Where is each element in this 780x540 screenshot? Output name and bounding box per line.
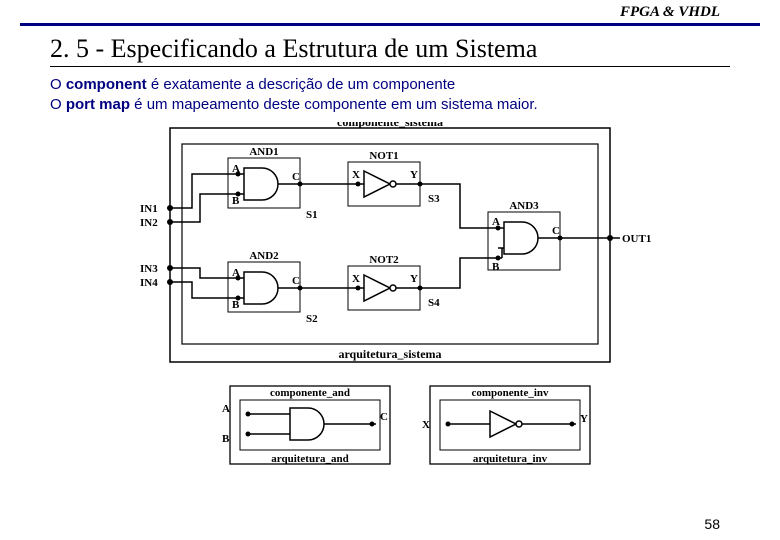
header-rule bbox=[20, 23, 760, 26]
and1-a: A bbox=[232, 163, 240, 175]
in1-label: IN1 bbox=[140, 203, 158, 215]
in2-label: IN2 bbox=[140, 217, 158, 229]
sub-and-top: componente_and bbox=[270, 387, 350, 399]
sub-inv: componente_inv arquitetura_inv X Y bbox=[422, 386, 590, 465]
in3-label: IN3 bbox=[140, 263, 158, 275]
line2-post: é um mapeamento deste componente em um s… bbox=[130, 96, 538, 113]
not1-label: NOT1 bbox=[369, 150, 398, 162]
line2-pre: O bbox=[50, 96, 66, 113]
and3-c: C bbox=[552, 225, 560, 237]
and2-a: A bbox=[232, 267, 240, 279]
circuit-diagram: componente_sistema arquitetura_sistema I… bbox=[110, 122, 670, 472]
sub-and-b: B bbox=[222, 433, 230, 445]
line1-post: é exatamente a descrição de um component… bbox=[147, 76, 456, 93]
and3-label: AND3 bbox=[509, 200, 539, 212]
sub-and-a: A bbox=[222, 403, 230, 415]
not2-x: X bbox=[352, 273, 360, 285]
not1-y: Y bbox=[410, 169, 418, 181]
bottom-label: arquitetura_sistema bbox=[338, 347, 441, 361]
s1-label: S1 bbox=[306, 209, 318, 221]
in4-label: IN4 bbox=[140, 277, 158, 289]
out1-label: OUT1 bbox=[622, 233, 651, 245]
and3-b: B bbox=[492, 261, 500, 273]
and2-block: AND2 A B C S2 bbox=[228, 250, 318, 325]
sub-inv-bottom: arquitetura_inv bbox=[473, 453, 548, 465]
and1-block: AND1 A B C S1 bbox=[228, 146, 318, 221]
line2-bold: port map bbox=[66, 96, 130, 113]
sub-inv-top: componente_inv bbox=[472, 387, 550, 399]
header-label: FPGA & VHDL bbox=[0, 0, 780, 23]
and2-c: C bbox=[292, 275, 300, 287]
sub-and-bottom: arquitetura_and bbox=[271, 453, 348, 465]
s4-label: S4 bbox=[428, 297, 440, 309]
and1-c: C bbox=[292, 171, 300, 183]
and1-label: AND1 bbox=[249, 146, 278, 158]
sub-inv-x: X bbox=[422, 419, 430, 431]
not1-x: X bbox=[352, 169, 360, 181]
inputs: IN1 IN2 IN3 IN4 bbox=[140, 203, 173, 289]
page-title: 2. 5 - Especificando a Estrutura de um S… bbox=[0, 32, 780, 66]
sub-and: componente_and arquitetura_and A B C bbox=[222, 386, 390, 465]
body-text: O component é exatamente a descrição de … bbox=[0, 75, 780, 116]
and3-block: AND3 A B C bbox=[488, 200, 566, 273]
line1-pre: O bbox=[50, 76, 66, 93]
s3-label: S3 bbox=[428, 193, 440, 205]
diagram-area: componente_sistema arquitetura_sistema I… bbox=[110, 122, 670, 472]
top-label: componente_sistema bbox=[337, 122, 443, 129]
not1-block: NOT1 X Y S3 bbox=[348, 150, 440, 206]
title-underline bbox=[50, 66, 730, 67]
and2-label: AND2 bbox=[249, 250, 279, 262]
s2-label: S2 bbox=[306, 313, 318, 325]
and1-b: B bbox=[232, 195, 240, 207]
not2-label: NOT2 bbox=[369, 254, 399, 266]
out-node bbox=[607, 235, 613, 241]
sub-and-c: C bbox=[380, 411, 388, 423]
and2-b: B bbox=[232, 299, 240, 311]
not2-block: NOT2 X Y S4 bbox=[348, 254, 440, 310]
and3-a: A bbox=[492, 216, 500, 228]
line1-bold: component bbox=[66, 76, 147, 93]
sub-inv-y: Y bbox=[580, 413, 588, 425]
page-number: 58 bbox=[704, 516, 720, 532]
not2-y: Y bbox=[410, 273, 418, 285]
